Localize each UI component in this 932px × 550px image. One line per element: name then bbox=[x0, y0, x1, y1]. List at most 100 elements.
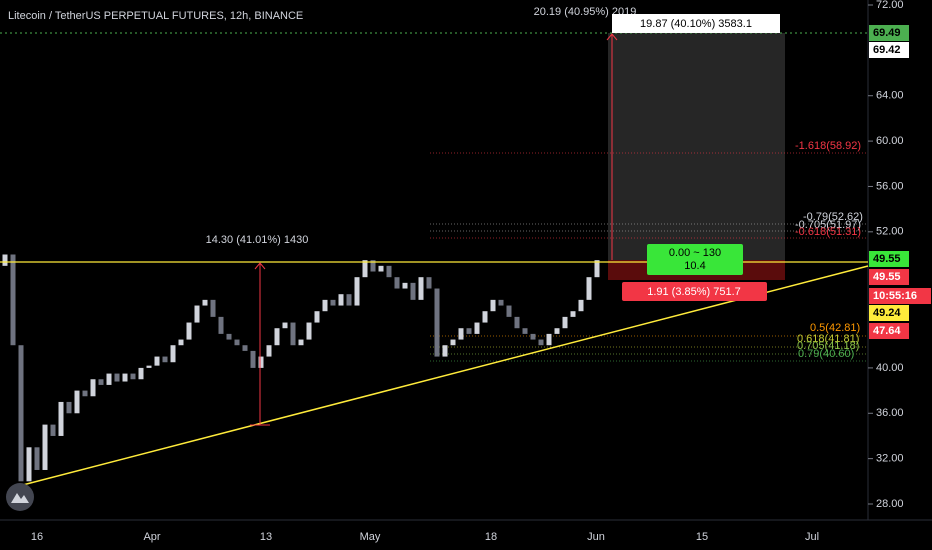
logo-circle bbox=[6, 483, 34, 511]
candle bbox=[338, 294, 344, 306]
price-badge-label: 49.55 bbox=[873, 271, 901, 283]
price-badge-label: 49.55 bbox=[873, 253, 901, 265]
logo bbox=[6, 483, 34, 511]
candle bbox=[98, 379, 104, 385]
x-tick-label: Apr bbox=[143, 531, 160, 543]
candle bbox=[354, 277, 360, 306]
candle bbox=[594, 260, 600, 278]
fib-label: 0.618(41.81) bbox=[797, 333, 859, 345]
x-tick-label: May bbox=[360, 531, 381, 543]
candle bbox=[322, 299, 328, 312]
target-arrow bbox=[606, 33, 618, 41]
stop-box bbox=[622, 282, 767, 301]
candle bbox=[482, 311, 488, 323]
candle bbox=[26, 447, 32, 482]
candle bbox=[234, 339, 240, 346]
y-tick-label: 56.00 bbox=[876, 180, 904, 192]
candle bbox=[434, 288, 440, 357]
target-text: 19.87 (40.10%) 3583.1 bbox=[640, 18, 752, 30]
x-tick-label: 15 bbox=[696, 531, 708, 543]
price-badge bbox=[869, 251, 909, 267]
logo-mark bbox=[11, 493, 29, 503]
candle bbox=[2, 254, 8, 266]
candle bbox=[514, 316, 520, 329]
price-badge-label: 69.49 bbox=[873, 27, 901, 39]
candle bbox=[506, 305, 512, 317]
y-tick-label: 72.00 bbox=[876, 0, 904, 11]
price-badge bbox=[869, 42, 909, 58]
candle bbox=[554, 328, 560, 334]
y-tick-label: 60.00 bbox=[876, 135, 904, 147]
x-tick-label: Jul bbox=[805, 531, 819, 543]
y-tick-label: 32.00 bbox=[876, 453, 904, 465]
price-badge-label: 47.64 bbox=[873, 325, 901, 337]
candle bbox=[162, 356, 168, 363]
candle bbox=[146, 365, 152, 368]
candle bbox=[570, 311, 576, 317]
price-badge bbox=[869, 323, 909, 339]
candle bbox=[546, 333, 552, 346]
candle bbox=[170, 345, 176, 363]
candle bbox=[274, 328, 280, 346]
candle bbox=[418, 277, 424, 300]
candle bbox=[122, 373, 128, 382]
trend-line bbox=[14, 265, 869, 488]
candle bbox=[306, 322, 312, 340]
candle bbox=[82, 390, 88, 397]
candle bbox=[226, 333, 232, 340]
x-tick-label: Jun bbox=[587, 531, 605, 543]
candle bbox=[346, 294, 352, 306]
candle bbox=[498, 299, 504, 306]
price-badge-label: 69.42 bbox=[873, 44, 901, 56]
candle bbox=[370, 260, 376, 272]
candle bbox=[210, 299, 216, 317]
candle bbox=[362, 260, 368, 278]
candle bbox=[490, 299, 496, 312]
candle bbox=[386, 265, 392, 278]
candle bbox=[18, 345, 24, 482]
candle bbox=[10, 254, 16, 346]
candle bbox=[90, 379, 96, 397]
candle bbox=[578, 299, 584, 312]
candle bbox=[530, 333, 536, 340]
candle bbox=[474, 322, 480, 334]
candle bbox=[242, 345, 248, 351]
candle bbox=[426, 277, 432, 289]
candle bbox=[586, 277, 592, 300]
candle bbox=[178, 339, 184, 346]
candles bbox=[2, 254, 600, 482]
fib-label: 0.5(42.81) bbox=[810, 322, 860, 334]
measure-arrow bbox=[254, 262, 266, 270]
candle bbox=[258, 356, 264, 368]
y-tick-label: 40.00 bbox=[876, 362, 904, 374]
candle bbox=[130, 373, 136, 380]
fib-label: -1.618(58.92) bbox=[795, 140, 861, 152]
candle bbox=[154, 356, 160, 366]
candle bbox=[410, 282, 416, 300]
y-tick-label: 36.00 bbox=[876, 407, 904, 419]
position-text: 10.4 bbox=[684, 260, 705, 272]
candle bbox=[282, 322, 288, 329]
y-tick-label: 52.00 bbox=[876, 226, 904, 238]
candle bbox=[522, 328, 528, 334]
candle bbox=[266, 345, 272, 357]
price-badge bbox=[869, 269, 909, 285]
fib-label: -0.618(51.31) bbox=[795, 226, 861, 238]
candle bbox=[114, 373, 120, 382]
candle bbox=[58, 401, 64, 436]
candle bbox=[250, 350, 256, 368]
candle bbox=[394, 277, 400, 289]
measure-label: 14.30 (41.01%) 1430 bbox=[206, 234, 309, 246]
price-badge bbox=[869, 305, 909, 321]
candle bbox=[138, 367, 144, 380]
candle bbox=[106, 373, 112, 385]
price-badge bbox=[869, 25, 909, 41]
price-badge-label: 10:55:16 bbox=[873, 290, 917, 302]
stop-text: 1.91 (3.85%) 751.7 bbox=[647, 286, 741, 298]
candle bbox=[330, 299, 336, 306]
measure-label: 20.19 (40.95%) 2019 bbox=[534, 6, 637, 18]
candle bbox=[450, 339, 456, 346]
candle bbox=[194, 305, 200, 323]
